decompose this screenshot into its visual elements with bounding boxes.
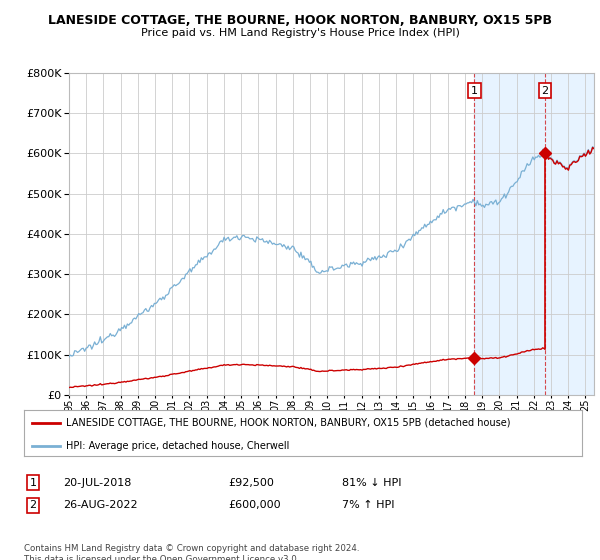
Text: 26-AUG-2022: 26-AUG-2022 bbox=[63, 500, 137, 510]
Text: Price paid vs. HM Land Registry's House Price Index (HPI): Price paid vs. HM Land Registry's House … bbox=[140, 28, 460, 38]
Text: £92,500: £92,500 bbox=[228, 478, 274, 488]
Text: Contains HM Land Registry data © Crown copyright and database right 2024.
This d: Contains HM Land Registry data © Crown c… bbox=[24, 544, 359, 560]
Text: 20-JUL-2018: 20-JUL-2018 bbox=[63, 478, 131, 488]
Text: 7% ↑ HPI: 7% ↑ HPI bbox=[342, 500, 395, 510]
Text: HPI: Average price, detached house, Cherwell: HPI: Average price, detached house, Cher… bbox=[66, 441, 289, 451]
Text: £600,000: £600,000 bbox=[228, 500, 281, 510]
Text: 1: 1 bbox=[471, 86, 478, 96]
Text: 2: 2 bbox=[541, 86, 548, 96]
Text: 1: 1 bbox=[29, 478, 37, 488]
Text: 81% ↓ HPI: 81% ↓ HPI bbox=[342, 478, 401, 488]
Text: 2: 2 bbox=[29, 500, 37, 510]
Text: LANESIDE COTTAGE, THE BOURNE, HOOK NORTON, BANBURY, OX15 5PB (detached house): LANESIDE COTTAGE, THE BOURNE, HOOK NORTO… bbox=[66, 418, 511, 428]
Bar bbox=[475, 73, 594, 395]
Text: LANESIDE COTTAGE, THE BOURNE, HOOK NORTON, BANBURY, OX15 5PB: LANESIDE COTTAGE, THE BOURNE, HOOK NORTO… bbox=[48, 14, 552, 27]
